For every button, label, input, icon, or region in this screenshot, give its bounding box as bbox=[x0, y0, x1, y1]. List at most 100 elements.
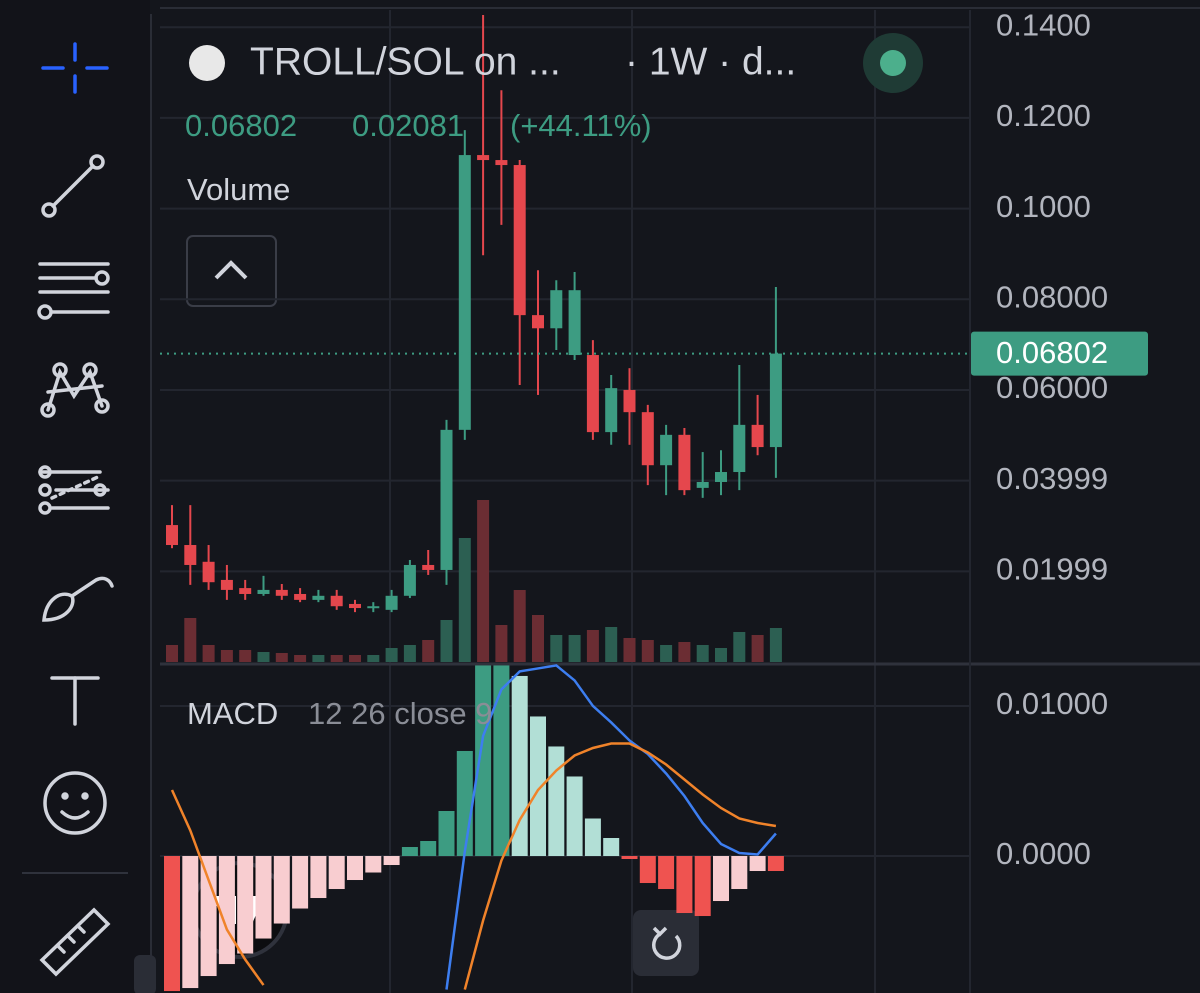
symbol-name[interactable]: TROLL/SOL on ... bbox=[250, 40, 561, 83]
candle-body bbox=[422, 564, 435, 570]
toolbar bbox=[0, 0, 150, 993]
candle-body bbox=[769, 353, 782, 448]
volume-bar bbox=[769, 628, 782, 662]
candle-body bbox=[184, 545, 197, 565]
price-pane bbox=[166, 14, 782, 662]
macd-histogram-bar bbox=[273, 856, 290, 924]
volume-bar bbox=[184, 618, 197, 662]
last-price-tag bbox=[971, 331, 1148, 376]
candle-body bbox=[166, 525, 178, 546]
macd-histogram-bar bbox=[530, 716, 546, 857]
macd-histogram-bar bbox=[639, 856, 656, 884]
volume-bar bbox=[330, 655, 343, 662]
vertical-grid bbox=[389, 10, 876, 993]
volume-bar bbox=[715, 648, 727, 662]
volume-bar bbox=[422, 640, 435, 662]
pattern-tool[interactable] bbox=[40, 362, 110, 418]
macd-histogram-bar bbox=[164, 856, 180, 992]
candle-body bbox=[586, 355, 599, 433]
volume-bar bbox=[495, 625, 508, 662]
collapse-icon bbox=[214, 260, 248, 280]
candle-body bbox=[495, 160, 508, 166]
volume-bar bbox=[477, 500, 490, 662]
candle-body bbox=[678, 434, 691, 491]
macd-histogram-bar bbox=[749, 856, 766, 872]
volume-bar bbox=[403, 645, 416, 662]
collapse-button[interactable] bbox=[186, 235, 277, 307]
y-tick-label: 0.1200 bbox=[996, 98, 1091, 133]
volume-bar bbox=[513, 590, 526, 662]
candle-body bbox=[696, 481, 709, 488]
volume-bar bbox=[202, 645, 215, 662]
volume-bar bbox=[166, 645, 178, 662]
fib-tool[interactable] bbox=[37, 262, 110, 320]
macd-title: MACD bbox=[187, 696, 278, 731]
status-dot bbox=[880, 50, 906, 76]
last-price-label: 0.06802 bbox=[996, 335, 1108, 370]
candle-body bbox=[257, 589, 270, 594]
symbol-icon bbox=[189, 45, 225, 81]
macd-histogram-bar bbox=[566, 776, 583, 857]
y-tick-label: 0.1400 bbox=[996, 7, 1091, 42]
macd-histogram-bar bbox=[493, 665, 510, 857]
projection-tool[interactable] bbox=[38, 465, 110, 515]
brush-tool[interactable] bbox=[42, 576, 114, 622]
candle-body bbox=[385, 595, 398, 610]
y-tick-label: 0.06000 bbox=[996, 370, 1108, 405]
y-tick-label: 0.08000 bbox=[996, 279, 1108, 314]
volume-bar bbox=[312, 655, 325, 662]
macd-histogram-bar bbox=[365, 856, 382, 873]
macd-line bbox=[445, 664, 777, 990]
y-tick-label: 0.03999 bbox=[996, 461, 1108, 496]
macd-histogram-bar bbox=[401, 847, 418, 857]
volume-bar bbox=[733, 632, 746, 662]
candle-body bbox=[458, 155, 471, 430]
candle-body bbox=[733, 424, 746, 473]
panel-toggle[interactable] bbox=[134, 955, 156, 993]
volume-bar bbox=[440, 620, 453, 662]
candle-body bbox=[440, 429, 453, 570]
volume-bar bbox=[532, 615, 544, 662]
candle-body bbox=[367, 606, 380, 609]
macd-histogram-bar bbox=[676, 856, 693, 914]
emoji-tool[interactable] bbox=[43, 771, 107, 835]
interval[interactable]: · 1W · d... bbox=[625, 40, 796, 83]
macd-pane bbox=[164, 664, 784, 992]
macd-histogram-bar bbox=[218, 856, 235, 965]
volume-bar bbox=[660, 645, 673, 662]
volume-bar bbox=[678, 642, 691, 662]
macd-histogram-bar bbox=[182, 856, 199, 989]
candle-body bbox=[532, 315, 544, 329]
candle-body bbox=[623, 389, 636, 413]
candle-body bbox=[568, 290, 581, 356]
volume-bar bbox=[550, 635, 563, 662]
volume-bar bbox=[220, 650, 233, 662]
candle-body bbox=[513, 165, 526, 316]
candle-body bbox=[715, 472, 727, 482]
volume-bar bbox=[568, 635, 581, 662]
macd-histogram-bar bbox=[237, 856, 254, 954]
macd-histogram-bar bbox=[255, 856, 272, 939]
macd-histogram-bar bbox=[420, 841, 437, 857]
macd-histogram-bar bbox=[456, 750, 473, 857]
ruler-tool[interactable] bbox=[39, 907, 111, 977]
trendline-tool[interactable] bbox=[41, 154, 105, 218]
candle-body bbox=[403, 564, 416, 596]
volume-bar bbox=[239, 650, 252, 662]
macd-histogram-bar bbox=[767, 856, 784, 872]
candle-body bbox=[349, 603, 361, 609]
crosshair-tool[interactable] bbox=[41, 42, 109, 94]
volume-bar bbox=[275, 653, 288, 662]
candle-body bbox=[330, 595, 343, 607]
candle-body bbox=[202, 561, 215, 583]
reset-button[interactable] bbox=[633, 910, 699, 976]
macd-histogram-bar bbox=[584, 818, 601, 857]
volume-bar bbox=[623, 638, 636, 662]
volume-bar bbox=[367, 655, 380, 662]
macd-histogram-bar bbox=[694, 856, 711, 917]
macd-histogram-bar bbox=[658, 856, 675, 890]
text-tool[interactable] bbox=[50, 676, 100, 726]
candle-body bbox=[294, 593, 307, 600]
y-tick-label: 0.0000 bbox=[996, 836, 1091, 871]
macd-params: 12 26 close 9 bbox=[308, 696, 492, 731]
